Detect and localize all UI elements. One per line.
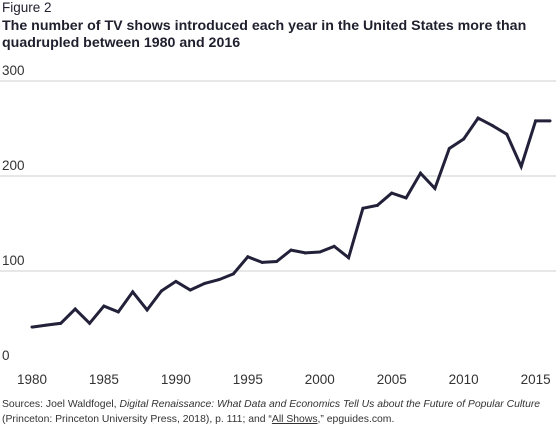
data-point-1997 (275, 260, 279, 263)
data-point-1996 (260, 260, 264, 264)
data-point-1983 (73, 307, 77, 311)
x-tick-labels: 1980 1985 1990 1995 2000 2005 2010 2015 (17, 372, 551, 387)
data-point-1985 (102, 304, 106, 308)
data-point-1995 (246, 255, 250, 259)
x-tick-2015: 2015 (521, 372, 551, 387)
data-point-1982 (59, 321, 63, 325)
data-point-1990 (174, 279, 178, 283)
x-tick-2000: 2000 (305, 372, 335, 387)
source-prefix: Sources: Joel Waldfogel, (2, 399, 120, 410)
data-point-1994 (231, 272, 235, 276)
data-point-1986 (116, 310, 120, 314)
data-point-2001 (332, 244, 336, 248)
data-point-2008 (433, 186, 437, 190)
data-point-1989 (160, 289, 163, 293)
y-tick-labels: 0 100 200 300 (2, 63, 25, 363)
data-point-2009 (447, 146, 451, 150)
data-point-2002 (347, 256, 351, 260)
x-tick-2005: 2005 (377, 372, 407, 387)
x-tick-2010: 2010 (449, 372, 479, 387)
y-tick-100: 100 (2, 253, 25, 268)
x-tick-1985: 1985 (89, 372, 119, 387)
data-point-1987 (131, 290, 135, 294)
data-point-2006 (404, 196, 408, 200)
source-suffix: ,” epguides.com. (317, 414, 395, 425)
y-tick-200: 200 (2, 158, 25, 173)
data-point-1991 (188, 288, 192, 292)
data-point-2007 (419, 171, 422, 175)
series-line (31, 116, 550, 329)
data-point-1999 (303, 251, 307, 255)
data-point-2011 (476, 116, 480, 120)
source-link[interactable]: All Shows (271, 414, 318, 425)
figure-label: Figure 2 (2, 0, 52, 15)
gridlines (0, 80, 556, 272)
data-point-1992 (203, 281, 207, 285)
source-book-title: Digital Renaissance: What Data and Econo… (119, 399, 541, 410)
data-point-2016 (548, 119, 552, 123)
data-point-2015 (534, 119, 538, 123)
data-point-2010 (462, 137, 466, 141)
x-tick-1995: 1995 (233, 372, 263, 387)
chart-title: The number of TV shows introduced each y… (2, 18, 527, 51)
source-note: Sources: Joel Waldfogel, Digital Renaiss… (2, 397, 558, 427)
y-tick-0: 0 (2, 348, 10, 363)
data-point-1980 (30, 325, 34, 329)
data-point-2013 (505, 132, 509, 136)
data-point-1993 (217, 278, 221, 282)
data-point-2003 (361, 206, 365, 210)
data-point-2000 (318, 250, 322, 254)
series-all-shows (30, 116, 552, 329)
data-point-2014 (519, 165, 523, 168)
data-point-1981 (44, 323, 48, 327)
x-tick-1980: 1980 (17, 372, 47, 387)
data-point-2005 (390, 191, 394, 195)
data-point-2012 (490, 124, 494, 128)
data-point-1988 (145, 308, 149, 312)
y-tick-300: 300 (2, 63, 25, 78)
x-tick-1990: 1990 (161, 372, 191, 387)
data-point-1984 (88, 321, 92, 325)
source-middle: (Princeton: Princeton University Press, … (2, 414, 272, 425)
data-point-1998 (289, 248, 293, 252)
data-point-2004 (375, 203, 379, 207)
